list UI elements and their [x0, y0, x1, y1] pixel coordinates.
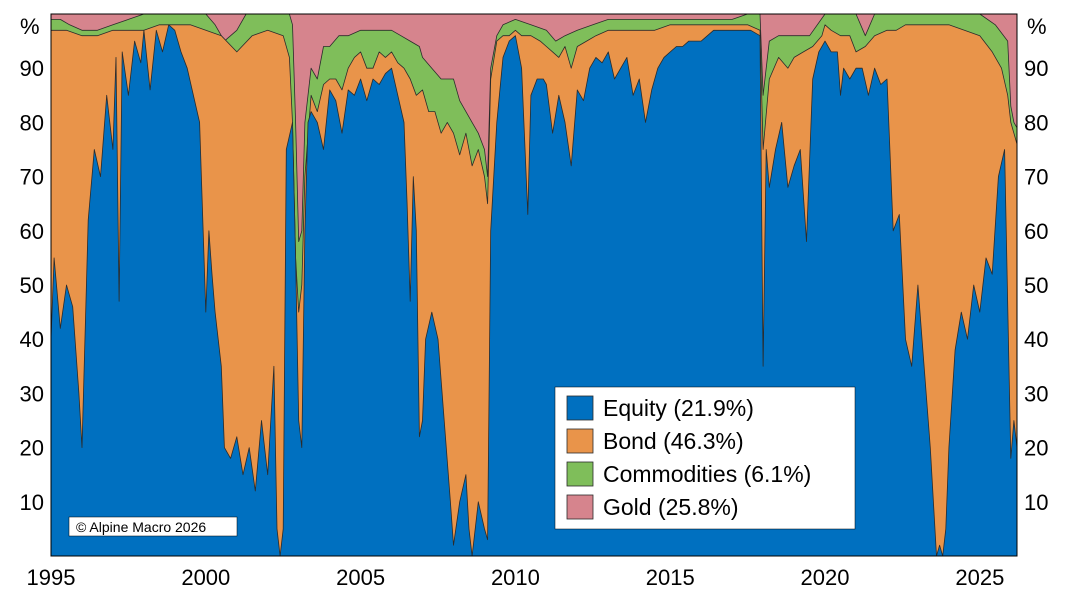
legend-box — [554, 386, 856, 530]
x-tick-label: 2020 — [801, 565, 850, 590]
x-tick-label: 2010 — [491, 565, 540, 590]
legend-label: Gold (25.8%) — [603, 494, 739, 520]
copyright-box: © Alpine Macro 2026 — [68, 516, 238, 537]
legend-label: Commodities (6.1%) — [603, 461, 811, 487]
y-tick-label-left: 90 — [20, 56, 44, 81]
y-tick-label-left: 50 — [20, 273, 44, 298]
y-tick-label-right: 60 — [1024, 219, 1048, 244]
stacked-areas — [50, 13, 1018, 557]
x-tick-label: 2025 — [955, 565, 1004, 590]
x-tick-label: 2000 — [181, 565, 230, 590]
y-axis-left: 10 20 30 40 50 60 70 80 90 — [20, 56, 44, 515]
legend: Equity (21.9%) Bond (46.3%) Commodities (6… — [554, 386, 856, 530]
x-tick-label: 1995 — [27, 565, 76, 590]
y-tick-label-right: 80 — [1024, 110, 1048, 135]
y-tick-label-left: 80 — [20, 110, 44, 135]
y-tick-label-right: 40 — [1024, 327, 1048, 352]
area-equity — [50, 24, 1018, 557]
legend-swatch — [566, 494, 594, 520]
legend-swatch — [566, 461, 594, 487]
plot-frame — [50, 13, 1018, 557]
x-tick-label: 2005 — [336, 565, 385, 590]
y-tick-label-left: 70 — [20, 165, 44, 190]
legend-label: Bond (46.3%) — [603, 428, 744, 454]
y-tick-label-right: 10 — [1024, 490, 1048, 515]
y-unit-left: % — [20, 14, 40, 39]
y-tick-label-right: 70 — [1024, 165, 1048, 190]
x-tick-label: 2015 — [646, 565, 695, 590]
y-tick-label-left: 40 — [20, 327, 44, 352]
y-axis-right: 10 20 30 40 50 60 70 80 90 — [1024, 56, 1048, 515]
y-tick-label-left: 10 — [20, 490, 44, 515]
legend-swatch — [566, 428, 594, 454]
y-tick-label-right: 30 — [1024, 381, 1048, 406]
y-tick-label-left: 20 — [20, 436, 44, 461]
copyright-text: © Alpine Macro 2026 — [76, 519, 206, 535]
legend-swatch — [566, 395, 594, 421]
x-axis: 1995 2000 2005 2010 2015 2020 2025 — [27, 565, 1005, 590]
y-tick-label-right: 20 — [1024, 436, 1048, 461]
y-tick-label-left: 30 — [20, 381, 44, 406]
y-tick-label-right: 50 — [1024, 273, 1048, 298]
y-tick-label-left: 60 — [20, 219, 44, 244]
legend-label: Equity (21.9%) — [603, 395, 754, 421]
y-unit-right: % — [1027, 14, 1047, 39]
y-tick-label-right: 90 — [1024, 56, 1048, 81]
